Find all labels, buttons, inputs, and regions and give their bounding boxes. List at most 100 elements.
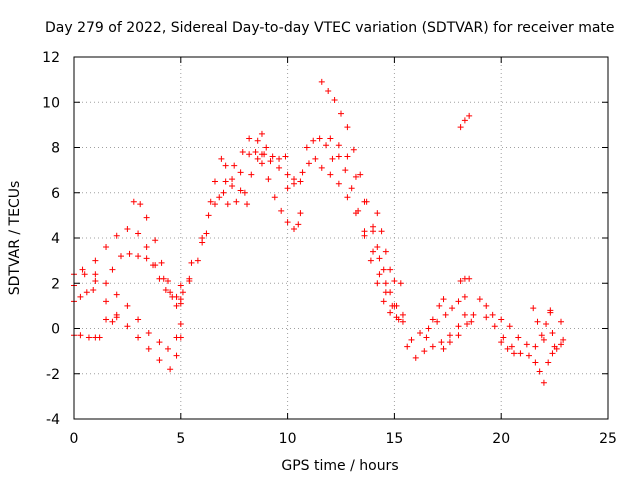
data-point [344,153,351,160]
data-point [233,198,240,205]
data-point [327,171,334,178]
data-point [103,280,110,287]
data-point [77,332,84,339]
data-point [476,296,483,303]
data-point [188,259,195,266]
data-point [77,293,84,300]
data-point [276,155,283,162]
data-point [374,210,381,217]
data-point [457,124,464,131]
series-arc-13 [258,130,289,162]
data-point [267,158,274,165]
data-point [263,144,270,151]
data-point [500,334,507,341]
y-tick-label: 10 [42,95,60,111]
data-point [207,198,214,205]
data-point [389,302,396,309]
data-point [145,345,152,352]
series-arc-30 [547,307,558,350]
data-point [440,296,447,303]
data-point [543,320,550,327]
series-arc-24 [457,112,473,131]
data-point [421,348,428,355]
data-point [222,178,229,185]
x-tick-label: 10 [279,431,297,447]
series-arc-11 [207,151,304,208]
data-point [525,352,532,359]
series-arc-26 [483,314,547,386]
data-point [276,164,283,171]
data-point [380,266,387,273]
data-point [103,298,110,305]
data-point [523,341,530,348]
series-arc-14 [284,155,406,318]
data-point [126,250,133,257]
data-point [466,112,473,119]
data-point [491,323,498,330]
data-point [177,334,184,341]
data-point [380,298,387,305]
series-arc-23 [457,275,473,284]
data-point [299,169,306,176]
data-point [318,78,325,85]
series-arc-20 [408,293,468,343]
data-point [81,271,88,278]
data-marks [71,78,567,386]
y-axis-label: SDTVAR / TECUs [7,181,23,296]
y-tick-label: 2 [51,276,60,292]
data-point [216,194,223,201]
series-arc-22 [440,311,477,352]
data-point [124,225,131,232]
x-tick-label: 0 [70,431,79,447]
series-arc-3 [71,225,206,300]
y-tick-label: 12 [42,50,60,66]
data-point [143,255,150,262]
data-point [560,336,567,343]
data-point [177,282,184,289]
data-point [244,201,251,208]
data-point [425,325,432,332]
series-arc-21 [423,296,447,341]
data-point [412,354,419,361]
y-tick-labels: -4 -2 0 2 4 6 8 10 12 [42,50,60,428]
data-point [455,332,462,339]
data-point [387,289,394,296]
data-point [135,253,142,260]
data-point [357,171,364,178]
data-point [164,345,171,352]
data-point [549,330,556,337]
x-tick-label: 20 [492,431,510,447]
grid-lines [74,57,608,419]
data-point [532,359,539,366]
data-point [498,339,505,346]
data-point [515,334,522,341]
data-point [117,253,124,260]
data-point [376,271,383,278]
data-point [545,359,552,366]
data-point [173,352,180,359]
data-point [246,135,253,142]
data-point [252,149,259,156]
data-point [152,237,159,244]
series-arc-17 [327,135,402,323]
data-point [498,316,505,323]
data-point [455,323,462,330]
data-point [241,189,248,196]
data-point [284,185,291,192]
data-point [85,334,92,341]
y-tick-label: 0 [51,322,60,338]
data-point [355,207,362,214]
data-point [335,142,342,149]
data-point [374,280,381,287]
data-point [457,277,464,284]
data-point [218,155,225,162]
data-point [237,169,244,176]
series-arc-25 [476,296,565,350]
series-arc-28 [530,305,554,339]
data-point [449,305,456,312]
data-point [440,345,447,352]
data-point [90,287,97,294]
data-point [303,144,310,151]
data-point [438,339,445,346]
data-point [278,207,285,214]
